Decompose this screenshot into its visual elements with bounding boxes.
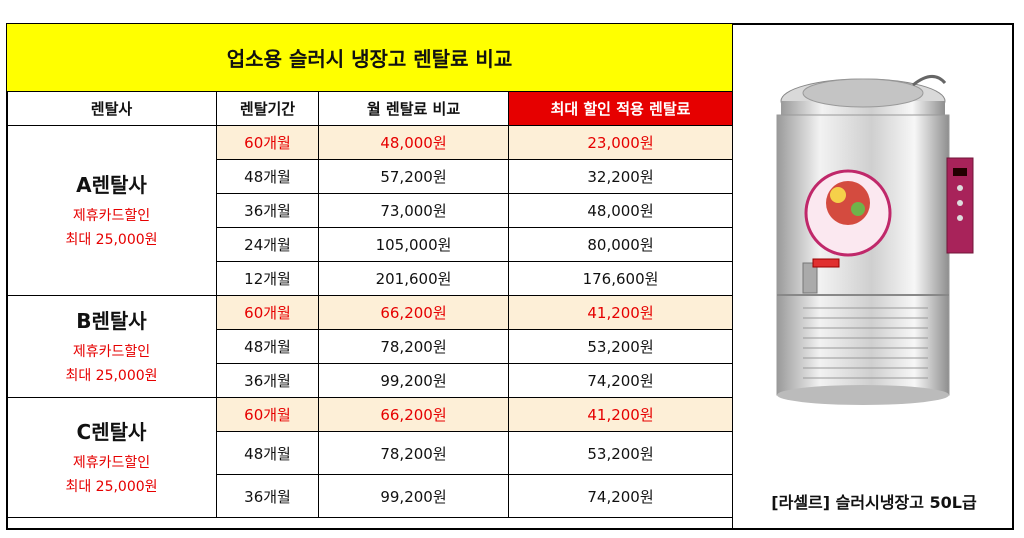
- slush-machine-image: [776, 75, 974, 405]
- period-cell: 60개월: [216, 397, 319, 432]
- period-cell: 48개월: [216, 159, 319, 194]
- discount-cell: 41,200원: [507, 295, 734, 330]
- discount-cell: 53,200원: [507, 431, 734, 475]
- company-promo: 제휴카드할인: [72, 455, 151, 471]
- company-promo-amount: 최대 25,000원: [65, 479, 158, 495]
- product-panel: [라셀르] 슬러시냉장고 50L급: [732, 23, 1014, 530]
- discount-cell: 48,000원: [507, 193, 734, 228]
- header-monthly: 월 렌탈료 비교: [318, 91, 509, 126]
- company-name: B렌탈사: [76, 309, 147, 333]
- table-row: 36개월 99,200원 74,200원: [7, 363, 734, 398]
- period-cell: 36개월: [216, 474, 319, 518]
- page-title: 업소용 슬러시 냉장고 렌탈료 비교: [5, 23, 734, 92]
- company-name: C렌탈사: [76, 420, 147, 444]
- monthly-cell: 48,000원: [318, 125, 509, 160]
- period-cell: 24개월: [216, 227, 319, 262]
- discount-cell: 74,200원: [507, 363, 734, 398]
- monthly-cell: 105,000원: [318, 227, 509, 262]
- header-company: 렌탈사: [6, 91, 217, 126]
- monthly-cell: 78,200원: [318, 329, 509, 364]
- period-cell: 60개월: [216, 125, 319, 160]
- monthly-cell: 99,200원: [318, 363, 509, 398]
- table-row: A렌탈사 제휴카드할인 최대 25,000원 60개월 48,000원 23,0…: [6, 125, 734, 296]
- table-row: 24개월 105,000원 80,000원: [7, 227, 734, 262]
- discount-cell: 80,000원: [507, 227, 734, 262]
- table-row: 48개월 57,200원 32,200원: [7, 159, 734, 194]
- monthly-cell: 73,000원: [318, 193, 509, 228]
- monthly-cell: 99,200원: [318, 474, 509, 518]
- period-cell: 36개월: [216, 193, 319, 228]
- period-cell: 48개월: [216, 431, 319, 475]
- discount-cell: 32,200원: [507, 159, 734, 194]
- company-promo: 제휴카드할인: [72, 208, 151, 224]
- monthly-cell: 66,200원: [318, 397, 509, 432]
- table-row: 48개월 78,200원 53,200원: [7, 329, 734, 364]
- company-promo-amount: 최대 25,000원: [65, 368, 158, 384]
- company-cell-c: C렌탈사 제휴카드할인 최대 25,000원: [6, 397, 217, 518]
- discount-cell: 53,200원: [507, 329, 734, 364]
- period-cell: 12개월: [216, 261, 319, 296]
- rental-comparison-table: 업소용 슬러시 냉장고 렌탈료 비교 렌탈사 렌탈기간 월 렌탈료 비교 최대 …: [5, 23, 734, 518]
- company-cell-b: B렌탈사 제휴카드할인 최대 25,000원: [6, 295, 217, 398]
- monthly-cell: 66,200원: [318, 295, 509, 330]
- table-row: B렌탈사 제휴카드할인 최대 25,000원 60개월 66,200원 41,2…: [6, 295, 734, 398]
- table-row: C렌탈사 제휴카드할인 최대 25,000원 60개월 66,200원 41,2…: [6, 397, 734, 518]
- discount-cell: 176,600원: [507, 261, 734, 296]
- period-cell: 48개월: [216, 329, 319, 364]
- table-row: 36개월 73,000원 48,000원: [7, 193, 734, 228]
- monthly-cell: 57,200원: [318, 159, 509, 194]
- company-cell-a: A렌탈사 제휴카드할인 최대 25,000원: [6, 125, 217, 296]
- company-promo: 제휴카드할인: [72, 344, 151, 360]
- period-cell: 60개월: [216, 295, 319, 330]
- monthly-cell: 78,200원: [318, 431, 509, 475]
- discount-cell: 41,200원: [507, 397, 734, 432]
- period-cell: 36개월: [216, 363, 319, 398]
- company-promo-amount: 최대 25,000원: [65, 232, 158, 248]
- header-max-discount: 최대 할인 적용 렌탈료: [507, 91, 734, 126]
- company-name: A렌탈사: [76, 173, 147, 197]
- discount-cell: 74,200원: [507, 474, 734, 518]
- monthly-cell: 201,600원: [318, 261, 509, 296]
- table-row: 36개월 99,200원 74,200원: [7, 474, 734, 518]
- header-period: 렌탈기간: [216, 91, 319, 126]
- discount-cell: 23,000원: [507, 125, 734, 160]
- table-row: 48개월 78,200원 53,200원: [7, 431, 734, 475]
- product-caption: [라셀르] 슬러시냉장고 50L급: [771, 493, 977, 512]
